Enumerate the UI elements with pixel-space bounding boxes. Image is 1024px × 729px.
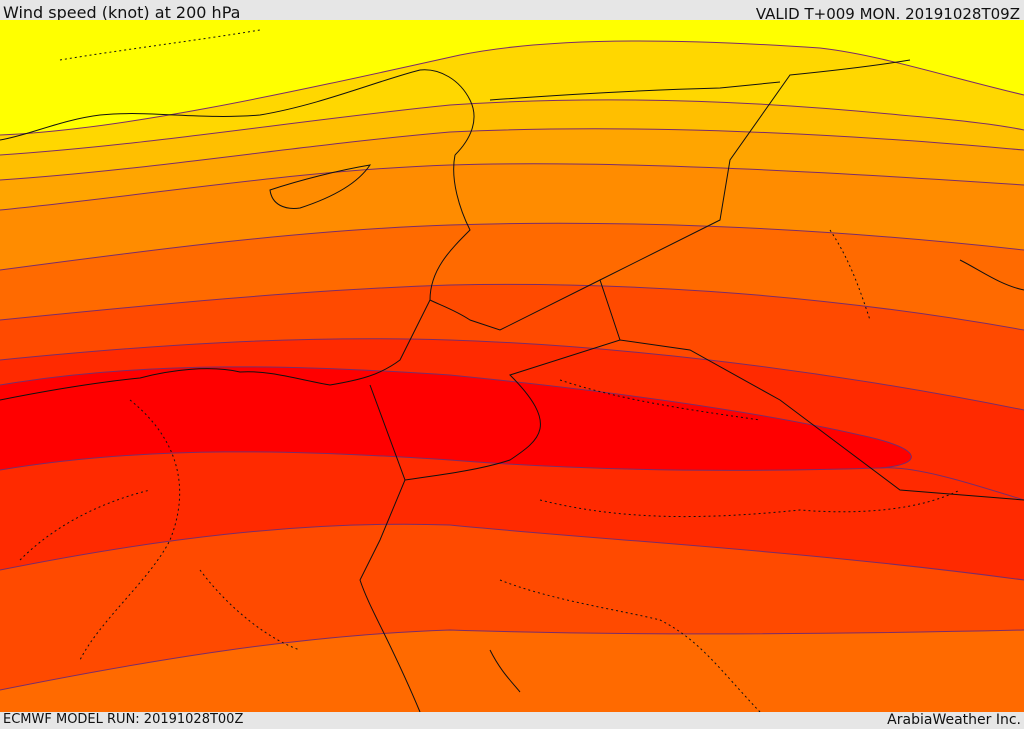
contour-line [0,283,1024,331]
contour-line [0,629,1024,691]
coastline [0,69,475,156]
contour-line [0,163,1024,211]
contour-line [0,523,1024,581]
province-border [829,229,871,321]
province-border [199,569,301,651]
province-border [539,489,961,518]
coastline [269,164,372,209]
coastline [0,154,471,401]
contour-line [0,40,1024,136]
wind-speed-map [0,20,1024,712]
border-line [359,384,421,712]
contour-line [0,99,1024,156]
province-border [499,579,761,712]
model-run: ECMWF MODEL RUN: 20191028T00Z [3,712,244,727]
band-9 [0,366,912,471]
coastline [489,649,521,693]
coastline [959,259,1024,291]
contour-line [0,128,1024,181]
border-line [489,81,781,101]
map-title: Wind speed (knot) at 200 hPa [3,3,241,22]
contour-line [0,366,912,471]
border-line [429,279,621,341]
province-border [59,29,261,61]
border-line [599,59,911,281]
valid-time: VALID T+009 MON. 20191028T09Z [755,5,1020,23]
contour-line [0,222,1024,271]
border-line [404,339,1024,501]
credit: ArabiaWeather Inc. [887,712,1021,728]
contour-line [879,467,1024,501]
province-border [19,489,151,561]
band-6-lower [0,630,1024,712]
contour-line [0,338,1024,411]
